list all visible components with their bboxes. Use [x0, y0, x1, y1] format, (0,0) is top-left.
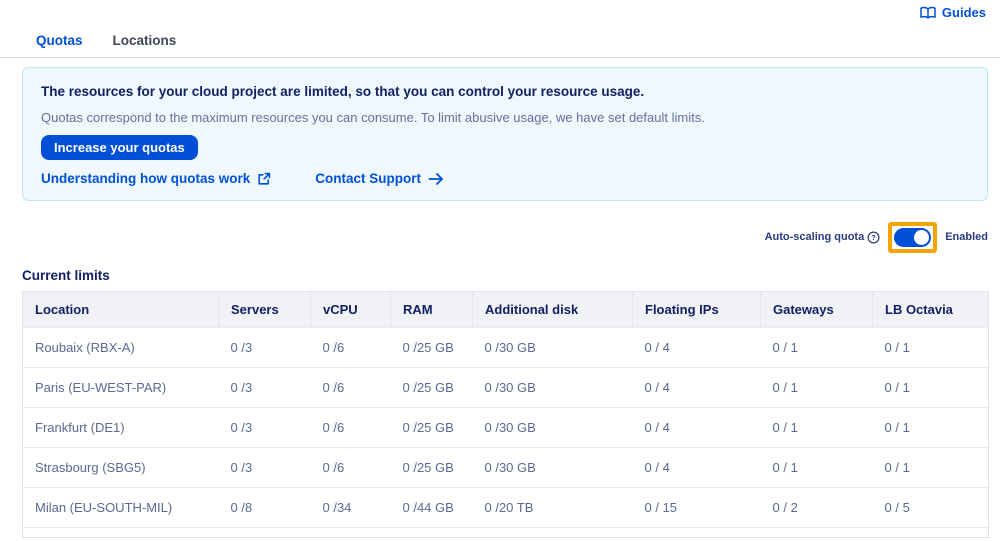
quota-cell: 0 /30 GB — [472, 367, 633, 408]
column-header: vCPU — [310, 291, 391, 328]
quota-cell: 0 /25 GB — [390, 327, 473, 368]
quota-cell: 0 / 1 — [760, 407, 873, 448]
column-header: Servers — [218, 291, 311, 328]
toggle-knob — [914, 229, 930, 245]
quota-cell: 0 / 1 — [872, 327, 989, 368]
header-row: Location Servers vCPU RAM Additional disk Flo… — [22, 291, 989, 328]
quota-cell: 0 /30 GB — [472, 447, 633, 488]
arrow-right-icon — [428, 172, 444, 186]
table-row: Milan (EU-SOUTH-MIL) 0 /8 0 /34 0 /44 GB 0 /… — [22, 487, 989, 528]
banner-title: The resources for your cloud project are… — [41, 84, 645, 99]
quota-cell: 0 / 4 — [632, 327, 761, 368]
banner-subtitle: Quotas correspond to the maximum resourc… — [41, 110, 705, 125]
quota-cell: 0 /6 — [310, 367, 391, 408]
quota-cell: 0 / 15 — [632, 487, 761, 528]
quota-cell: 0 /3 — [218, 367, 311, 408]
banner-links: Understanding how quotas work Contact Su… — [41, 171, 969, 186]
column-header: Additional disk — [472, 291, 633, 328]
understanding-quotas-label: Understanding how quotas work — [41, 171, 251, 186]
quota-cell: 0 /20 TB — [472, 487, 633, 528]
quota-cell: 0 / 1 — [872, 407, 989, 448]
column-header: Location — [22, 291, 219, 328]
table-row: Roubaix (RBX-A) 0 /3 0 /6 0 /25 GB 0 /30 GB 0… — [22, 327, 989, 368]
autoscaling-quota-row: Auto-scaling quota ? Enabled — [0, 221, 1000, 253]
table-row: Paris (EU-WEST-PAR) 0 /3 0 /6 0 /25 GB 0 /30… — [22, 367, 989, 408]
book-icon — [920, 6, 936, 20]
increase-quotas-button[interactable]: Increase your quotas — [41, 135, 198, 160]
quota-cell: 0 /8 — [218, 487, 311, 528]
quota-cell: 0 /3 — [218, 327, 311, 368]
quota-cell: 0 /6 — [310, 407, 391, 448]
quota-cell: 0 / 1 — [760, 327, 873, 368]
table-row: Frankfurt (DE1) 0 /3 0 /6 0 /25 GB 0 /30 GB 0… — [22, 407, 989, 448]
limits-table: Location Servers vCPU RAM Additional disk Flo… — [22, 291, 989, 538]
contact-support-link[interactable]: Contact Support — [315, 171, 444, 186]
column-header: RAM — [390, 291, 473, 328]
location-cell: Paris (EU-WEST-PAR) — [22, 367, 219, 408]
quota-cell: 0 / 1 — [760, 447, 873, 488]
quota-cell: 0 /3 — [218, 447, 311, 488]
question-circle-icon[interactable]: ? — [867, 230, 880, 244]
quota-cell: 0 /30 GB — [472, 327, 633, 368]
column-header: Floating IPs — [632, 291, 761, 328]
quota-cell: 0 / 4 — [632, 407, 761, 448]
autoscaling-toggle[interactable] — [894, 227, 932, 247]
column-header: LB Octavia — [872, 291, 989, 328]
autoscaling-quota-label-wrap: Auto-scaling quota ? — [764, 230, 881, 244]
top-bar: Guides — [0, 0, 1000, 28]
table-row: Strasbourg (SBG5) 0 /3 0 /6 0 /25 GB 0 /30 G… — [22, 447, 989, 488]
location-cell: Frankfurt (DE1) — [22, 407, 219, 448]
quota-cell: 0 /25 GB — [390, 367, 473, 408]
quota-cell: 0 /34 — [310, 487, 391, 528]
quota-cell: 0 / 1 — [760, 367, 873, 408]
quota-cell: 0 / 2 — [760, 487, 873, 528]
location-cell: Roubaix (RBX-A) — [22, 327, 219, 368]
quota-cell: 0 /44 GB — [390, 487, 473, 528]
quota-cell: 0 /3 — [218, 407, 311, 448]
quota-cell: 0 /30 GB — [472, 407, 633, 448]
current-limits-title: Current limits — [22, 268, 110, 283]
guides-link[interactable]: Guides — [920, 5, 986, 20]
tab-quotas[interactable]: Quotas — [36, 33, 83, 48]
autoscaling-quota-label: Auto-scaling quota — [764, 231, 865, 243]
contact-support-label: Contact Support — [315, 171, 422, 186]
quota-cell: 0 / 4 — [632, 447, 761, 488]
partial-cell — [22, 527, 989, 538]
quota-cell: 0 / 5 — [872, 487, 989, 528]
external-link-icon — [257, 172, 271, 186]
quota-cell: 0 /25 GB — [390, 407, 473, 448]
quota-cell: 0 /6 — [310, 447, 391, 488]
quota-cell: 0 / 4 — [632, 367, 761, 408]
guides-label: Guides — [941, 5, 986, 20]
tab-locations[interactable]: Locations — [112, 33, 177, 48]
limits-table-body: Roubaix (RBX-A) 0 /3 0 /6 0 /25 GB 0 /30 GB 0… — [22, 327, 989, 538]
quota-cell: 0 /6 — [310, 327, 391, 368]
quota-cell: 0 /25 GB — [390, 447, 473, 488]
svg-text:?: ? — [871, 233, 876, 242]
quota-cell: 0 / 1 — [872, 367, 989, 408]
quota-cell: 0 / 1 — [872, 447, 989, 488]
autoscaling-status: Enabled — [945, 231, 988, 243]
understanding-quotas-link[interactable]: Understanding how quotas work — [41, 171, 271, 186]
tab-bar: Quotas Locations — [0, 28, 1000, 58]
toggle-highlight-box — [888, 221, 938, 253]
quota-info-banner: The resources for your cloud project are… — [22, 67, 988, 201]
limits-table-head: Location Servers vCPU RAM Additional disk Flo… — [22, 291, 989, 328]
location-cell: Strasbourg (SBG5) — [22, 447, 219, 488]
partial-row — [22, 527, 989, 538]
column-header: Gateways — [760, 291, 873, 328]
location-cell: Milan (EU-SOUTH-MIL) — [22, 487, 219, 528]
